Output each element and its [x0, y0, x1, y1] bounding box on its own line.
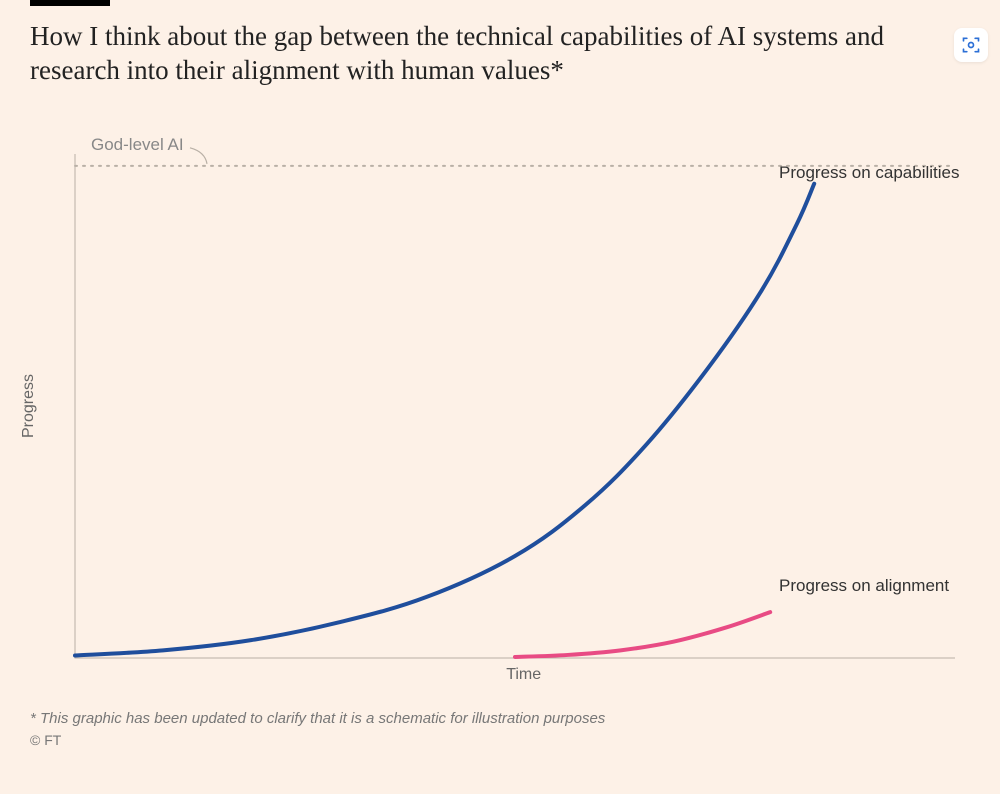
accent-bar — [30, 0, 110, 6]
scan-icon-glyph — [961, 35, 981, 55]
chart-footer: * This graphic has been updated to clari… — [30, 708, 970, 751]
chart-area: Progress Time God-level AI Progress on c… — [30, 108, 970, 698]
scan-icon[interactable] — [954, 28, 988, 62]
y-axis-label: Progress — [20, 373, 38, 437]
chart-title: How I think about the gap between the te… — [30, 20, 950, 88]
line-chart — [30, 108, 970, 698]
footer-copyright: © FT — [30, 731, 970, 751]
x-axis-label: Time — [506, 666, 541, 684]
reference-line-label: God-level AI — [91, 135, 184, 155]
series-label-alignment: Progress on alignment — [779, 576, 949, 596]
figure-container: How I think about the gap between the te… — [0, 0, 1000, 794]
series-label-capabilities: Progress on capabilities — [779, 163, 959, 183]
footer-note: * This graphic has been updated to clari… — [30, 708, 970, 729]
